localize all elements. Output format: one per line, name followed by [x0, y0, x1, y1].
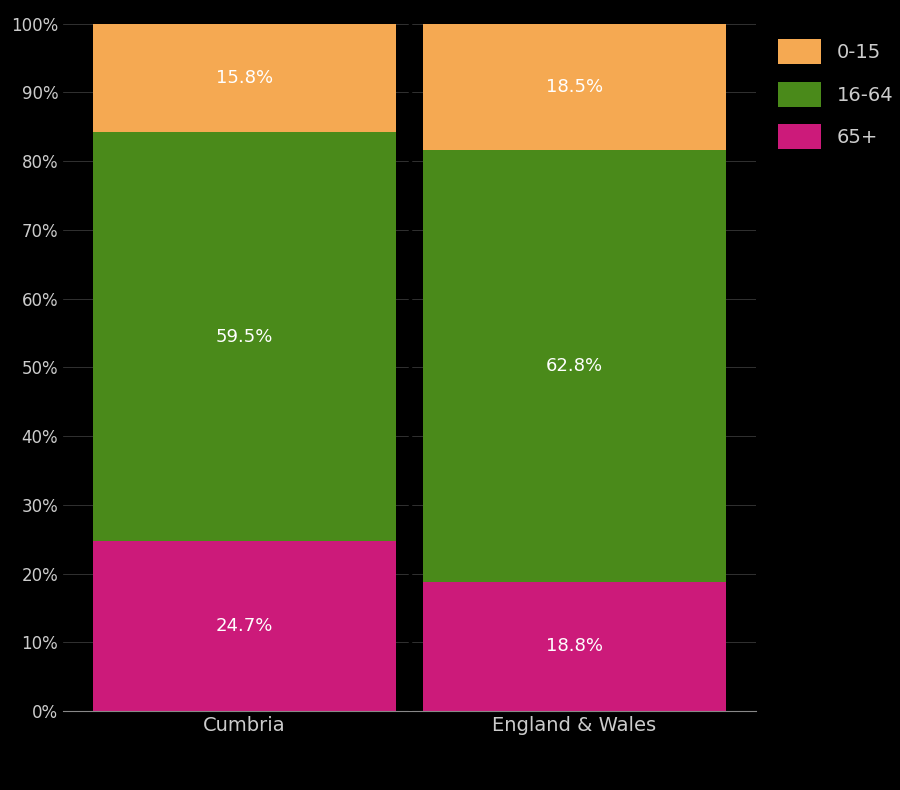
- Text: 15.8%: 15.8%: [216, 69, 273, 87]
- Text: 24.7%: 24.7%: [216, 617, 274, 635]
- Bar: [93, 24, 396, 132]
- Bar: [93, 541, 396, 711]
- Bar: [423, 581, 726, 711]
- Bar: [423, 23, 726, 150]
- Text: 18.8%: 18.8%: [546, 638, 603, 656]
- Text: 62.8%: 62.8%: [546, 357, 603, 375]
- Legend: 0-15, 16-64, 65+: 0-15, 16-64, 65+: [773, 33, 899, 155]
- Bar: [423, 150, 726, 581]
- Bar: [93, 132, 396, 541]
- Text: 18.5%: 18.5%: [546, 77, 603, 96]
- Text: 59.5%: 59.5%: [216, 328, 274, 346]
